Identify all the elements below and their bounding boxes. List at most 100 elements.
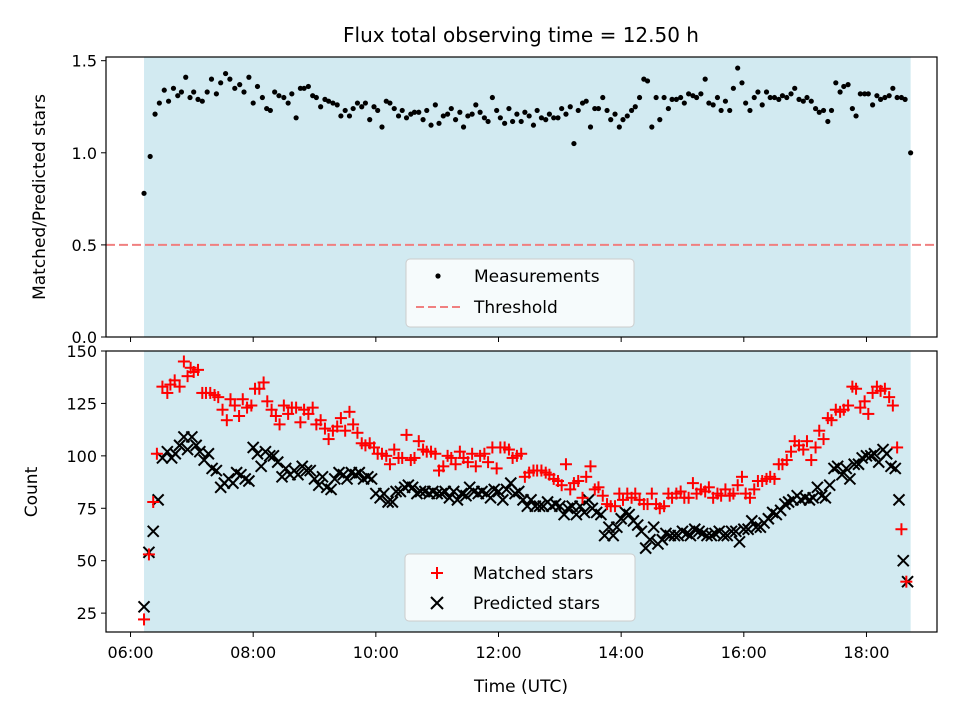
predicted-stars-stroke: [647, 520, 660, 534]
matched-stars-point: [177, 355, 190, 368]
predicted-stars-stroke: [251, 447, 264, 460]
measurement-point: [812, 105, 819, 112]
matched-stars-point: [191, 363, 204, 376]
predicted-stars-point: [700, 529, 714, 542]
measurement-point: [518, 118, 524, 125]
ratio-y-tick-label: 0.5: [72, 236, 97, 255]
predicted-stars-stroke: [725, 525, 738, 538]
matched-stars-point: [277, 399, 290, 412]
matched-stars-point: [302, 407, 315, 420]
predicted-stars-stroke: [308, 472, 321, 486]
matched-stars-point: [702, 481, 715, 494]
predicted-stars-point: [492, 485, 505, 498]
predicted-stars-stroke: [151, 493, 165, 507]
measurement-point: [195, 96, 201, 102]
predicted-stars-stroke: [868, 447, 881, 460]
count-y-tick-label: 25: [77, 604, 97, 623]
measurement-point: [334, 102, 340, 108]
measurement-point: [784, 94, 790, 101]
predicted-stars-stroke: [410, 487, 424, 500]
predicted-stars-stroke: [766, 506, 779, 519]
predicted-stars-stroke: [500, 483, 513, 496]
matched-stars-point: [412, 435, 425, 448]
predicted-stars-point: [745, 514, 758, 528]
predicted-stars-stroke: [847, 458, 861, 471]
measurement-point: [706, 100, 712, 106]
predicted-stars-stroke: [202, 447, 215, 460]
measurement-point: [359, 104, 365, 110]
predicted-stars-stroke: [582, 493, 595, 507]
measurement-point: [465, 113, 471, 119]
measurement-point: [755, 89, 761, 95]
predicted-stars-point: [725, 525, 738, 538]
predicted-stars-stroke: [291, 468, 305, 481]
predicted-stars-stroke: [835, 468, 849, 481]
predicted-stars-stroke: [778, 497, 792, 511]
predicted-stars-stroke: [239, 472, 252, 486]
measurement-point: [882, 94, 888, 101]
count-panel: 25 50 75 100 125 150 06:00 08:00 10:00 12:00 14:0…: [22, 342, 938, 697]
measurement-point: [559, 105, 565, 112]
measurement-point: [857, 91, 863, 97]
predicted-stars-point: [324, 483, 338, 496]
predicted-stars-point: [889, 462, 902, 475]
matched-stars-point: [314, 414, 327, 427]
predicted-stars-stroke: [271, 455, 284, 469]
predicted-stars-stroke: [381, 495, 395, 509]
count-legend: Matched stars Predicted stars: [404, 553, 636, 622]
measurement-point: [608, 117, 614, 123]
matched-stars-point: [269, 410, 282, 423]
predicted-stars-point: [381, 495, 395, 509]
predicted-stars-point: [267, 449, 280, 463]
measurement-point: [714, 94, 721, 101]
matched-stars-point: [768, 472, 781, 485]
measurement-point: [698, 91, 704, 97]
predicted-stars-stroke: [377, 487, 391, 500]
matched-stars-point: [682, 491, 695, 504]
measurement-point: [792, 85, 798, 91]
predicted-stars-point: [312, 479, 326, 492]
measurement-point: [649, 124, 655, 130]
matched-stars-point: [437, 460, 450, 473]
predicted-stars-point: [239, 472, 252, 486]
predicted-stars-stroke: [892, 493, 906, 507]
matched-stars-point: [306, 401, 319, 414]
matched-stars-point: [245, 399, 258, 412]
predicted-stars-stroke: [267, 449, 280, 463]
matched-stars-point: [173, 380, 186, 393]
predicted-stars-stroke: [389, 485, 403, 498]
predicted-stars-stroke: [324, 483, 338, 496]
measurement-point: [371, 104, 377, 110]
matched-stars-point: [220, 414, 233, 427]
predicted-stars-point: [308, 472, 321, 486]
predicted-stars-point: [729, 525, 743, 538]
predicted-stars-point: [892, 493, 906, 507]
measurement-point: [620, 117, 626, 123]
matched-stars-point: [891, 441, 904, 454]
matched-stars-point: [854, 401, 867, 414]
predicted-stars-point: [631, 518, 644, 532]
measurement-point: [293, 115, 299, 121]
ratio-y-tick-label: 1.5: [72, 52, 97, 71]
predicted-stars-point: [430, 487, 444, 500]
predicted-stars-point: [242, 474, 256, 488]
predicted-stars-stroke: [692, 525, 706, 538]
predicted-stars-point: [275, 470, 289, 484]
measurement-point: [555, 115, 561, 121]
predicted-stars-point: [815, 489, 828, 502]
matched-stars-point: [282, 407, 295, 420]
matched-stars-point: [294, 416, 307, 429]
measurement-point: [161, 87, 167, 93]
measurement-point: [862, 91, 868, 97]
count-legend-box: [404, 553, 636, 622]
measurement-point: [747, 107, 753, 114]
predicted-stars-point: [553, 499, 567, 513]
predicted-stars-stroke: [504, 476, 517, 490]
matched-stars-point: [147, 495, 160, 508]
predicted-stars-point: [443, 491, 456, 504]
measurement-point: [874, 93, 880, 99]
measurement-point: [669, 96, 675, 102]
predicted-stars-stroke: [435, 487, 448, 500]
measurement-point: [604, 107, 610, 114]
